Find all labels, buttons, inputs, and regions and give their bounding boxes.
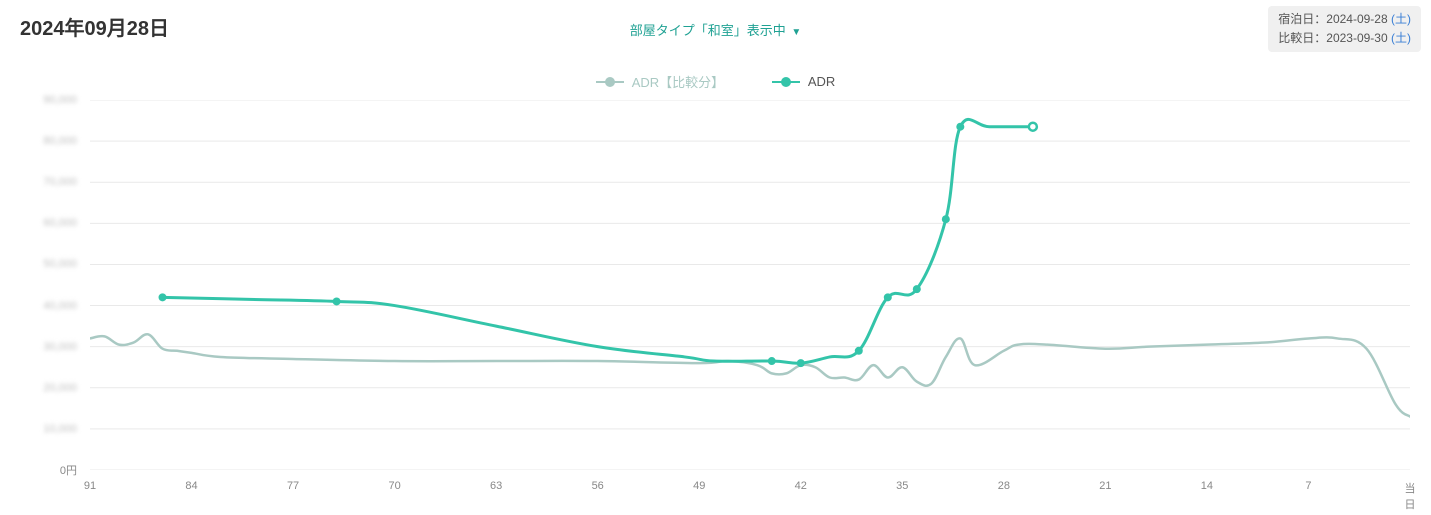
x-tick-label: 7 (1305, 480, 1311, 492)
y-tick-label: 30,000 (43, 341, 77, 353)
stay-date-dow: (土) (1391, 12, 1411, 26)
x-tick-label: 84 (185, 480, 197, 492)
x-tick-label: 70 (388, 480, 400, 492)
room-type-selector[interactable]: 部屋タイプ「和室」表示中 ▼ (630, 20, 802, 39)
legend-item-adr[interactable]: ADR (772, 74, 835, 89)
legend-item-compare[interactable]: ADR【比較分】 (596, 72, 724, 91)
x-tick-label: 91 (84, 480, 96, 492)
y-tick-label: 50,000 (43, 258, 77, 270)
date-compare-box: 宿泊日：2024-09-28 (土) 比較日：2023-09-30 (土) (1268, 6, 1421, 52)
y-tick-label: 0円 (60, 462, 77, 478)
x-tick-label: 21 (1099, 480, 1111, 492)
y-tick-label: 70,000 (43, 176, 77, 188)
y-tick-label: 60,000 (43, 217, 77, 229)
chart-plot (90, 100, 1410, 470)
y-tick-label: 40,000 (43, 300, 77, 312)
stay-date-label: 宿泊日： (1278, 12, 1326, 26)
y-axis: 0円10,00020,00030,00040,00050,00060,00070… (0, 100, 85, 470)
y-tick-label: 80,000 (43, 135, 77, 147)
compare-date-dow: (土) (1391, 31, 1411, 45)
y-tick-label: 10,000 (43, 423, 77, 435)
legend-marker-compare (596, 75, 624, 89)
y-tick-label: 90,000 (43, 94, 77, 106)
x-tick-label: 35 (896, 480, 908, 492)
legend-label-adr: ADR (808, 74, 835, 89)
x-tick-label: 28 (998, 480, 1010, 492)
compare-date-label: 比較日： (1278, 31, 1326, 45)
stay-date-row: 宿泊日：2024-09-28 (土) (1278, 10, 1411, 29)
chevron-down-icon: ▼ (791, 27, 801, 38)
room-type-label: 部屋タイプ「和室」表示中 (630, 23, 786, 38)
compare-date-value: 2023-09-30 (1326, 31, 1387, 45)
legend-label-compare: ADR【比較分】 (632, 72, 724, 91)
y-tick-label: 20,000 (43, 382, 77, 394)
x-axis: 9184777063564942352821147当日 (90, 480, 1410, 500)
x-tick-label: 当日 (1405, 480, 1416, 512)
x-tick-label: 49 (693, 480, 705, 492)
x-tick-label: 63 (490, 480, 502, 492)
x-tick-label: 42 (795, 480, 807, 492)
x-tick-label: 56 (592, 480, 604, 492)
stay-date-value: 2024-09-28 (1326, 12, 1387, 26)
chart-legend: ADR【比較分】 ADR (0, 72, 1431, 92)
x-tick-label: 77 (287, 480, 299, 492)
chart-svg (90, 100, 1410, 470)
x-tick-label: 14 (1201, 480, 1213, 492)
legend-marker-adr (772, 75, 800, 89)
compare-date-row: 比較日：2023-09-30 (土) (1278, 29, 1411, 48)
